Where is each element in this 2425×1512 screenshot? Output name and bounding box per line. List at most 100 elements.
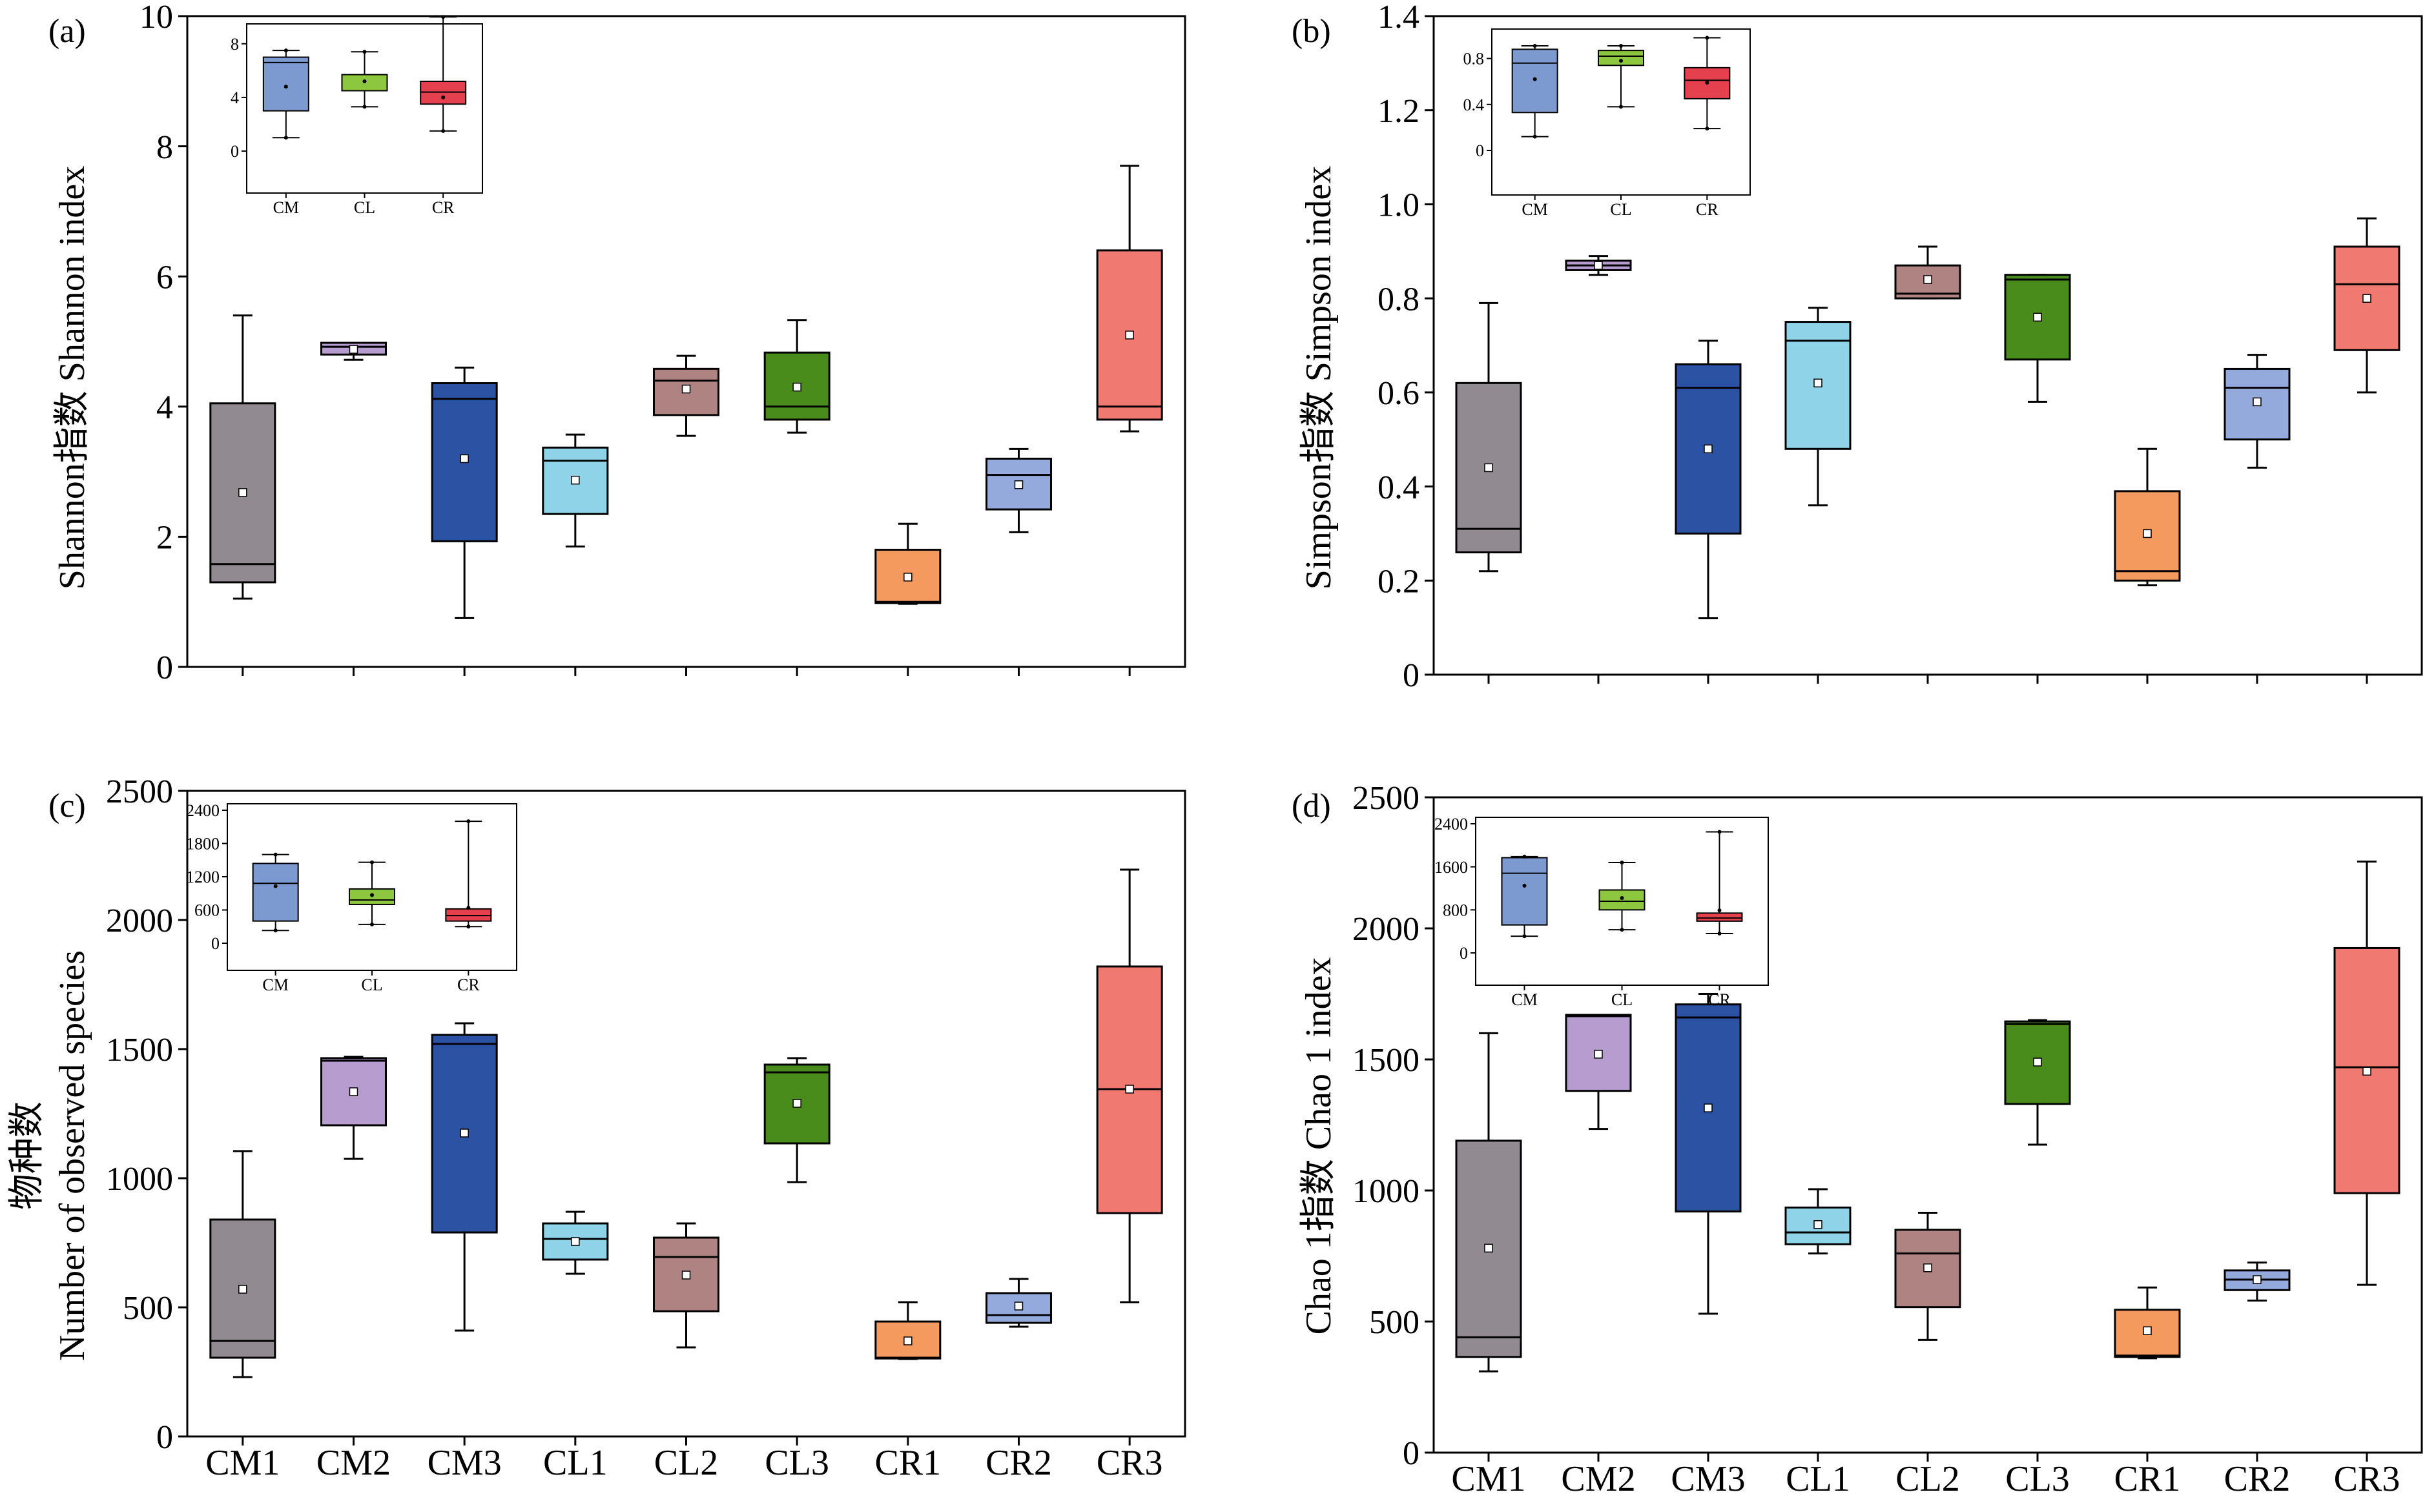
inset-y-tick-label: 1200 <box>186 868 220 886</box>
main-mean-marker <box>903 573 913 582</box>
main-x-tick-label: CL3 <box>2005 1459 2070 1499</box>
inset-y-tick-label: 2400 <box>186 801 220 820</box>
main-y-tick-label: 2500 <box>106 773 173 810</box>
main-y-tick-label: 1000 <box>106 1161 173 1198</box>
main-mean-marker <box>2253 397 2262 407</box>
main-mean-marker <box>571 475 580 485</box>
inset-box-CM <box>1501 857 1548 926</box>
inset-x-tick-label: CL <box>1610 200 1631 219</box>
inset-x-tick-label: CM <box>1522 200 1547 219</box>
main-mean-marker <box>2143 1326 2152 1335</box>
main-y-tick-label: 0 <box>1403 1435 1419 1472</box>
inset-mean-marker <box>273 884 278 888</box>
main-x-tick-label: CM3 <box>1671 1459 1745 1499</box>
main-mean-marker <box>1704 1103 1713 1112</box>
panel-c: (c) 物种数 Number of observed species 0 500 1… <box>7 773 1186 1483</box>
main-y-tick-label: 1.4 <box>1378 0 1419 36</box>
main-mean-marker <box>2253 1275 2262 1284</box>
inset-box-CM <box>252 863 299 922</box>
inset-outlier-max <box>370 860 374 864</box>
main-y-tick-label: 1.2 <box>1378 93 1419 130</box>
main-y-tick-label: 1000 <box>1352 1173 1419 1210</box>
inset-mean-marker <box>370 893 374 897</box>
main-x-tick-label: CR1 <box>874 1443 941 1483</box>
inset-x-tick-label: CL <box>354 198 375 217</box>
inset-outlier-max <box>1532 44 1537 48</box>
main-y-tick-label: 500 <box>1369 1304 1419 1341</box>
inset-y-tick-label: 0 <box>231 142 239 161</box>
main-y-tick-label: 0 <box>156 1419 173 1456</box>
inset-mean-marker <box>1532 77 1537 81</box>
y-axis-label-a: Shannon指数 Shannon index <box>52 166 92 589</box>
inset-mean-marker <box>466 906 471 910</box>
main-x-tick-label: CL3 <box>765 1443 829 1483</box>
main-y-tick-label: 2 <box>156 520 173 557</box>
inset-outlier-min <box>370 922 374 926</box>
main-mean-marker <box>460 1129 469 1138</box>
main-mean-marker <box>460 454 469 464</box>
inset-box-CR <box>420 80 467 105</box>
inset-outlier-max <box>1620 861 1624 864</box>
inset-box-CR <box>1684 66 1731 99</box>
inset-box-CR <box>1696 912 1743 922</box>
inset-mean-marker <box>1522 883 1527 888</box>
inset-y-tick-label: 1800 <box>186 835 220 853</box>
inset-y-tick-label: 4 <box>231 88 239 107</box>
panel-a: (a) Shannon指数 Shannon index 0 2 4 6 8 10 0 4 8 CM… <box>48 0 1186 686</box>
main-y-tick-label: 0.2 <box>1378 563 1419 600</box>
main-mean-marker <box>1014 1302 1024 1311</box>
inset-y-tick-label: 0 <box>1476 141 1484 160</box>
main-y-tick-label: 0.4 <box>1378 469 1419 506</box>
inset-outlier-min <box>273 928 278 933</box>
panel-label-d: (d) <box>1292 788 1331 824</box>
main-mean-marker <box>1813 378 1822 388</box>
inset-y-tick-label: 600 <box>194 901 220 920</box>
inset-y-tick-label: 0.8 <box>1463 50 1485 68</box>
inset-outlier-min <box>1522 934 1527 939</box>
main-box-CM2 <box>1565 1014 1632 1092</box>
main-mean-marker <box>2362 294 2371 303</box>
main-mean-marker <box>2362 1067 2371 1076</box>
inset-outlier-max <box>273 852 278 857</box>
main-mean-marker <box>2033 312 2042 322</box>
main-x-tick-label: CR2 <box>985 1443 1052 1483</box>
y-axis-label-c-line1: 物种数 <box>7 1101 47 1210</box>
main-frame <box>1432 796 2423 1454</box>
main-mean-marker <box>1594 261 1603 270</box>
y-axis-label-c-line2: Number of observed species <box>52 950 92 1361</box>
main-x-tick-label: CL2 <box>1895 1459 1960 1499</box>
main-y-tick-label: 2500 <box>1352 780 1419 817</box>
main-x-tick-label: CR1 <box>2114 1459 2181 1499</box>
inset-outlier-min <box>1532 134 1537 139</box>
inset-x-tick-label: CM <box>262 976 288 994</box>
main-y-tick-label: 2000 <box>1352 911 1419 948</box>
inset-y-tick-label: 1600 <box>1434 858 1468 877</box>
inset-outlier-max <box>1619 44 1623 48</box>
inset-outlier-max <box>1717 830 1722 834</box>
inset-outlier-min <box>1705 127 1709 131</box>
inset-box-CM <box>262 56 309 112</box>
inset-x-tick-label: CL <box>361 976 382 994</box>
main-mean-marker <box>1125 331 1134 340</box>
main-mean-marker <box>681 1271 691 1280</box>
main-x-tick-label: CM1 <box>1451 1459 1525 1499</box>
panel-b: (b) Simpson指数 Simpson index 0 0.2 0.4 0.6 0.… <box>1292 0 2423 694</box>
main-y-tick-label: 0 <box>156 649 173 686</box>
inset-outlier-min <box>441 128 446 133</box>
inset-outlier-max <box>284 48 288 53</box>
main-mean-marker <box>349 345 358 354</box>
main-x-tick-label: CM2 <box>316 1443 391 1483</box>
y-axis-label-b: Simpson指数 Simpson index <box>1299 166 1339 590</box>
inset-y-tick-label: 0 <box>211 934 220 953</box>
inset-y-tick-label: 0 <box>1460 944 1468 963</box>
inset-outlier-min <box>1717 932 1722 935</box>
inset-outlier-min <box>362 105 367 109</box>
inset-x-tick-label: CR <box>457 976 480 994</box>
main-y-tick-label: 2000 <box>106 903 173 939</box>
inset-outlier-min <box>1620 928 1624 932</box>
main-x-tick-label: CL1 <box>543 1443 608 1483</box>
main-y-tick-label: 8 <box>156 129 173 166</box>
main-y-tick-label: 4 <box>156 389 173 426</box>
main-x-tick-label: CR3 <box>1097 1443 1163 1483</box>
main-y-tick-label: 1.0 <box>1378 187 1419 224</box>
